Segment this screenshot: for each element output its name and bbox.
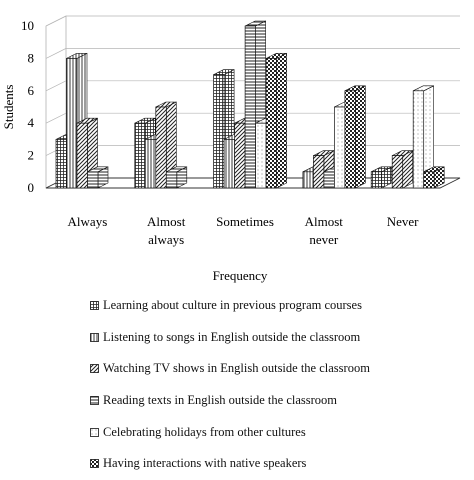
y-axis-label: Students bbox=[1, 85, 16, 130]
legend-swatch bbox=[90, 364, 99, 374]
bars-layer bbox=[55, 20, 445, 189]
gridline bbox=[45, 48, 460, 59]
legend-swatch bbox=[90, 427, 99, 437]
bar bbox=[87, 166, 109, 189]
bar bbox=[344, 85, 366, 189]
legend-label: Having interactions with native speakers bbox=[103, 456, 307, 471]
legend-item: Celebrating holidays from other cultures bbox=[90, 416, 470, 448]
gridline bbox=[45, 15, 460, 27]
legend-swatch bbox=[90, 459, 99, 469]
legend-label: Reading texts in English outside the cla… bbox=[103, 393, 337, 408]
legend: Learning about culture in previous progr… bbox=[90, 290, 470, 480]
x-tick-label: Almost always bbox=[147, 214, 186, 247]
x-tick-label: Sometimes bbox=[216, 214, 274, 229]
x-tick-label: Never bbox=[387, 214, 419, 229]
legend-item: Reading texts in English outside the cla… bbox=[90, 385, 470, 417]
legend-item: Listening to songs in English outside th… bbox=[90, 322, 470, 354]
legend-label: Celebrating holidays from other cultures bbox=[103, 424, 306, 439]
bar bbox=[265, 52, 287, 189]
legend-label: Learning about culture in previous progr… bbox=[103, 298, 362, 313]
x-axis-label: Frequency bbox=[213, 268, 268, 283]
x-tick-label: Almost never bbox=[305, 214, 344, 247]
bar bbox=[165, 166, 188, 189]
bar bbox=[391, 150, 414, 189]
y-tick-label: 6 bbox=[28, 83, 35, 98]
gridline bbox=[45, 112, 460, 124]
y-tick-label: 0 bbox=[28, 180, 35, 195]
bar bbox=[370, 166, 393, 189]
x-tick-label: Always bbox=[68, 214, 108, 229]
y-tick-label: 4 bbox=[28, 115, 35, 130]
legend-item: Watching TV shows in English outside the… bbox=[90, 353, 470, 385]
legend-swatch bbox=[90, 396, 99, 405]
legend-swatch bbox=[90, 301, 99, 311]
y-tick-label: 2 bbox=[28, 148, 35, 163]
bar bbox=[412, 85, 435, 189]
labels-layer: 0 2 4 6 8 10 Students Always Almost always Sometim… bbox=[1, 18, 419, 283]
legend-item: Learning about culture in previous progr… bbox=[90, 290, 470, 322]
legend-label: Listening to songs in English outside th… bbox=[103, 329, 361, 344]
legend-label: Watching TV shows in English outside the… bbox=[103, 361, 370, 376]
y-tick-label: 10 bbox=[21, 18, 34, 33]
bar-chart: 0 2 4 6 8 10 Students Always Almost always Sometim… bbox=[1, 15, 461, 283]
gridline bbox=[45, 80, 460, 92]
legend-swatch bbox=[90, 332, 99, 342]
bar bbox=[423, 166, 445, 189]
y-tick-label: 8 bbox=[28, 50, 35, 65]
legend-item: Having interactions with native speakers bbox=[90, 448, 470, 480]
